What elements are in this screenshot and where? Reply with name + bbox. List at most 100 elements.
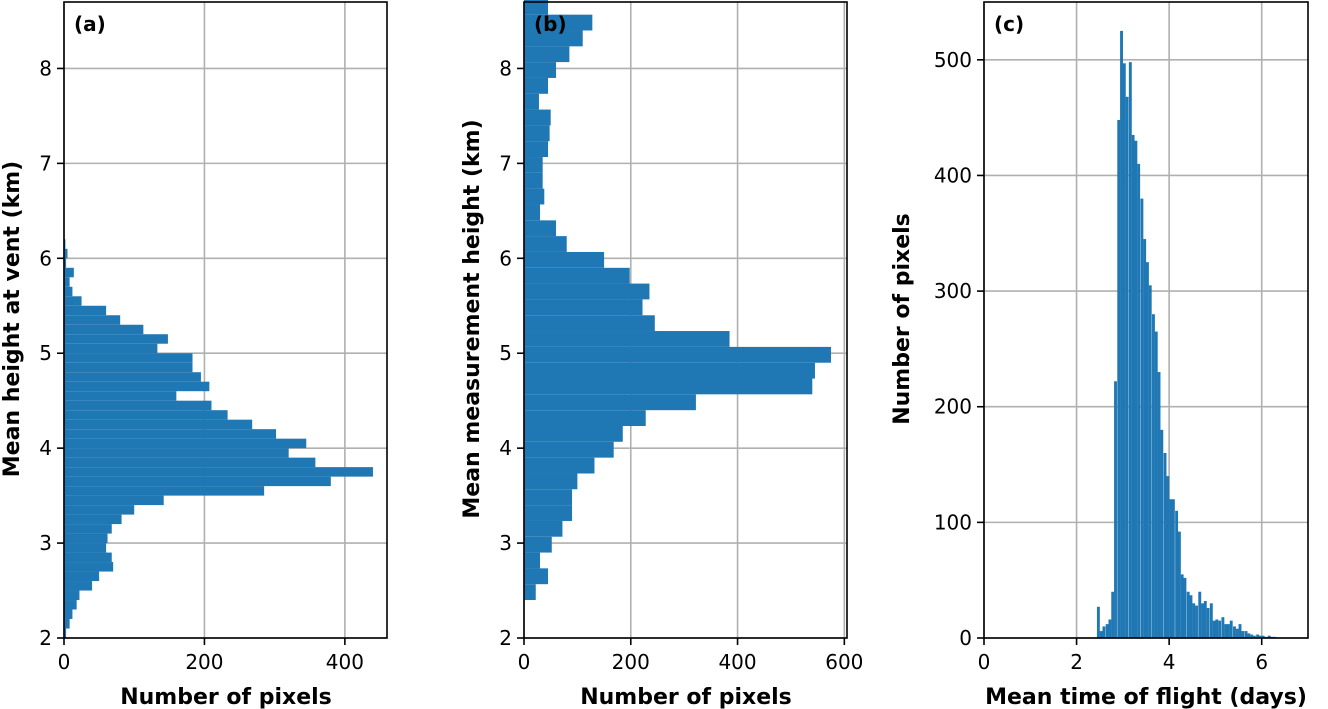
histogram-bar bbox=[524, 157, 543, 173]
histogram-bar bbox=[64, 552, 112, 563]
histogram-bar bbox=[64, 400, 212, 411]
histogram-bar bbox=[1250, 634, 1254, 638]
histogram-bar bbox=[1102, 626, 1106, 638]
histogram-bar bbox=[64, 619, 70, 629]
x-tick-label: 4 bbox=[1163, 650, 1176, 674]
y-tick-label: 400 bbox=[934, 163, 972, 187]
histogram-bar bbox=[524, 204, 541, 221]
histogram-bar bbox=[524, 331, 730, 347]
histogram-bar bbox=[1218, 620, 1222, 638]
histogram-bar bbox=[524, 125, 550, 142]
histogram-bar bbox=[1247, 633, 1251, 638]
histogram-bar bbox=[1198, 591, 1202, 638]
histogram-bar bbox=[1163, 452, 1167, 638]
panel-label-a: (a) bbox=[74, 12, 106, 36]
histogram-bar bbox=[1143, 239, 1147, 638]
histogram-bar bbox=[64, 267, 74, 278]
histogram-bar bbox=[1224, 624, 1228, 638]
histogram-bar bbox=[524, 93, 539, 110]
histogram-bar bbox=[1125, 96, 1129, 638]
histogram-bar bbox=[524, 141, 549, 158]
y-tick-label: 2 bbox=[39, 626, 52, 650]
histogram-bar bbox=[64, 286, 73, 297]
histogram-bar bbox=[64, 467, 373, 477]
histogram-bar bbox=[524, 378, 813, 395]
histogram-bar bbox=[524, 520, 563, 537]
histogram-bar bbox=[1183, 577, 1187, 638]
x-tick-label: 400 bbox=[326, 650, 364, 674]
histogram-bar bbox=[524, 299, 643, 316]
histogram-bar bbox=[1111, 591, 1115, 638]
y-tick-label: 300 bbox=[934, 279, 972, 303]
histogram-bar bbox=[1099, 631, 1103, 638]
histogram-bar bbox=[1180, 574, 1184, 638]
histogram-bar bbox=[1212, 620, 1216, 638]
histogram-bar bbox=[64, 419, 253, 430]
y-axis-label-c: Number of pixels bbox=[890, 213, 915, 425]
histogram-bar bbox=[524, 473, 578, 490]
histogram-bar bbox=[524, 346, 831, 363]
x-tick-label: 0 bbox=[58, 650, 71, 674]
y-tick-label: 5 bbox=[39, 341, 52, 365]
histogram-bar bbox=[524, 410, 646, 427]
histogram-bar bbox=[524, 394, 696, 411]
histogram-bar bbox=[1256, 634, 1260, 638]
histogram-bar bbox=[1105, 624, 1109, 638]
histogram-bar bbox=[64, 362, 193, 373]
histogram-bar bbox=[64, 391, 177, 401]
histogram-bar bbox=[64, 296, 82, 306]
histogram-bar bbox=[524, 552, 541, 569]
histogram-bar bbox=[524, 62, 557, 78]
histogram-bar bbox=[1244, 631, 1248, 638]
histogram-bar bbox=[1203, 600, 1207, 638]
plot-frame bbox=[63, 1, 388, 639]
histogram-bar bbox=[1189, 595, 1193, 638]
histogram-bar bbox=[524, 315, 655, 332]
histogram-bar bbox=[1192, 603, 1196, 638]
histogram-bar bbox=[1227, 624, 1230, 638]
histogram-bar bbox=[524, 267, 630, 284]
panel-label-c: (c) bbox=[994, 12, 1024, 36]
histogram-bar bbox=[1261, 635, 1265, 638]
histogram-bar bbox=[64, 495, 164, 506]
histogram-bar bbox=[64, 305, 107, 316]
x-tick-label: 400 bbox=[718, 650, 756, 674]
histogram-bar bbox=[1229, 620, 1233, 638]
histogram-bar bbox=[1131, 134, 1135, 638]
histogram-bar bbox=[64, 628, 67, 638]
histogram-bar bbox=[1171, 499, 1175, 638]
histogram-bar bbox=[1152, 314, 1155, 638]
histogram-bar bbox=[64, 514, 122, 525]
histogram-bar bbox=[1238, 624, 1242, 638]
histogram-bar bbox=[64, 315, 121, 325]
histogram-bar bbox=[524, 188, 545, 205]
y-tick-label: 100 bbox=[934, 510, 972, 534]
histogram-bar bbox=[524, 251, 605, 268]
histogram-bar bbox=[1186, 591, 1190, 638]
y-axis-label-b: Mean measurement height (km) bbox=[460, 119, 485, 518]
histogram-bar bbox=[524, 362, 815, 379]
histogram-bar bbox=[1157, 372, 1161, 638]
y-tick-label: 4 bbox=[39, 436, 52, 460]
histogram-bar bbox=[64, 258, 67, 268]
histogram-bar bbox=[1252, 635, 1256, 638]
histogram-bar bbox=[64, 543, 107, 553]
histogram-bar bbox=[1221, 617, 1225, 638]
histogram-bar bbox=[64, 448, 289, 458]
histogram-bar bbox=[524, 77, 549, 94]
histogram-bar bbox=[64, 486, 265, 496]
x-axis-label-c: Mean time of flight (days) bbox=[985, 685, 1307, 709]
histogram-bar bbox=[64, 353, 193, 363]
x-axis-label-a: Number of pixels bbox=[120, 685, 332, 709]
histogram-bar bbox=[1134, 140, 1138, 638]
histogram-bar bbox=[1160, 429, 1164, 638]
histogram-bar bbox=[1148, 285, 1152, 638]
histogram-bar bbox=[64, 590, 80, 601]
histogram-bar bbox=[64, 476, 331, 487]
histogram-bar bbox=[64, 438, 307, 449]
histogram-bar bbox=[1267, 635, 1271, 638]
histogram-bar bbox=[64, 277, 70, 287]
histogram-bar bbox=[1169, 499, 1173, 638]
panel-label-b: (b) bbox=[534, 12, 567, 36]
